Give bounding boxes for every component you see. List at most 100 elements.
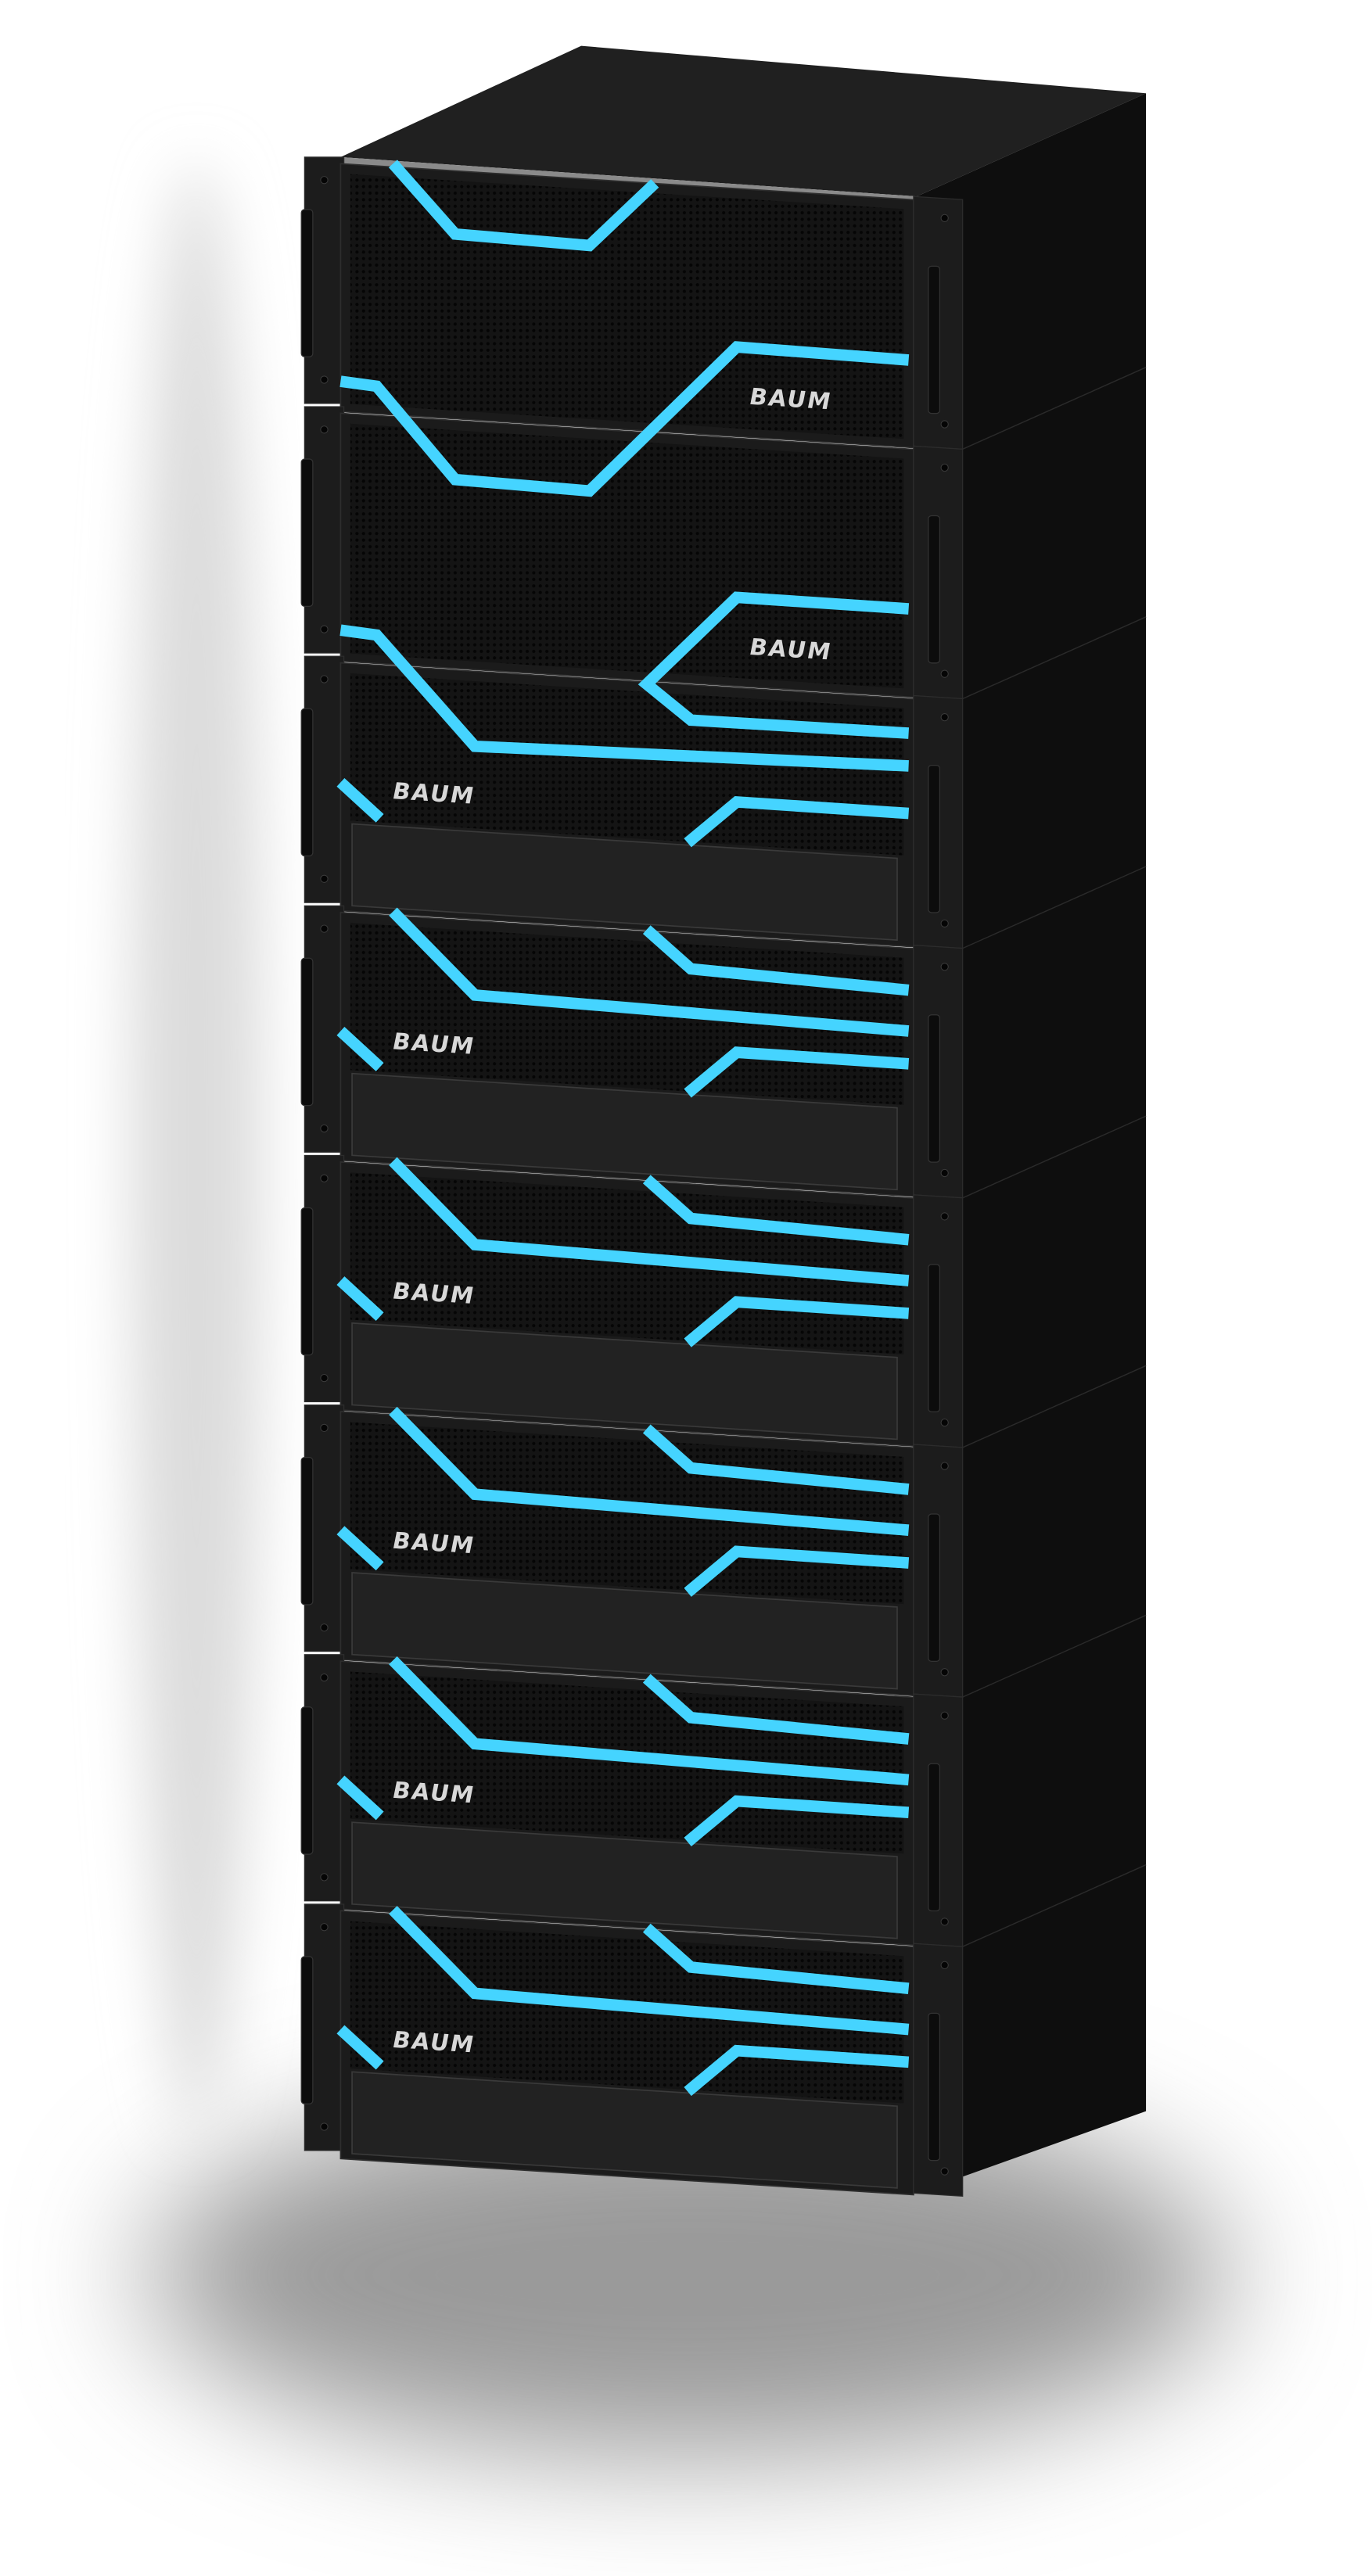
brand-logo: BAUM [393, 1278, 475, 1310]
screw-icon [940, 1961, 949, 1969]
accent-stripe [684, 795, 910, 848]
screw-icon [940, 463, 949, 472]
vent-grille [350, 423, 904, 689]
screw-icon [940, 1918, 949, 1926]
screw-icon [320, 625, 329, 633]
lower-bay-panel [351, 1572, 898, 1690]
brand-logo: BAUM [750, 383, 832, 415]
screw-icon [940, 1212, 949, 1221]
lower-bay-panel [351, 1072, 898, 1191]
brand-logo: BAUM [750, 633, 832, 666]
screw-icon [320, 1124, 329, 1133]
lower-bay-panel [351, 1821, 898, 1939]
accent-stripe [684, 1046, 910, 1098]
right-handle [928, 2012, 941, 2162]
rack-side-face [917, 93, 1147, 2194]
accent-stripes [336, 160, 910, 2097]
right-handle [928, 1763, 941, 1912]
brand-logo: BAUM [393, 1527, 475, 1559]
left-handle [300, 1956, 314, 2104]
screw-icon [940, 1711, 949, 1720]
accent-stripe [684, 2044, 910, 2097]
screw-icon [320, 1174, 329, 1182]
left-handle [300, 708, 314, 857]
side-seam-line [962, 1864, 1147, 1947]
screw-icon [940, 2167, 949, 2176]
screw-icon [320, 924, 329, 933]
brand-logo: BAUM [393, 777, 475, 809]
screw-icon [320, 425, 329, 434]
screw-icon [320, 2122, 329, 2131]
side-seam-line [962, 367, 1147, 450]
brand-logo: BAUM [393, 2026, 475, 2058]
accent-stripe [389, 907, 910, 1037]
right-handle [928, 1264, 941, 1412]
side-seam-line [962, 1365, 1147, 1448]
screw-icon [320, 1923, 329, 1932]
screw-icon [320, 1423, 329, 1433]
accent-stripe [389, 1656, 910, 1786]
accent-stripe [339, 341, 910, 497]
right-handle [928, 1014, 941, 1163]
left-handle [300, 209, 314, 357]
brand-logo: BAUM [393, 1777, 475, 1809]
accent-stripe [642, 1923, 910, 1994]
rack-top-face [340, 45, 1147, 197]
right-handle [928, 515, 941, 664]
screw-icon [940, 669, 949, 678]
rack-unit [300, 1654, 964, 1947]
accent-stripe [336, 1276, 384, 1322]
accent-stripe [684, 1545, 910, 1597]
screw-icon [320, 375, 329, 384]
accent-stripe [336, 777, 384, 823]
right-handle [928, 764, 941, 913]
screw-icon [940, 713, 949, 722]
right-handle [928, 1513, 941, 1663]
screw-icon [320, 874, 329, 883]
brand-logos: BAUM BAUM BAUM BAUM BAUM BAUM BAUM BAUM [393, 383, 831, 2058]
rack-units [300, 156, 964, 2197]
screw-icon [320, 675, 329, 683]
screw-icon [940, 1418, 949, 1427]
lower-bay-panel [351, 823, 898, 942]
side-seam-line [962, 616, 1147, 700]
screw-icon [940, 963, 949, 971]
accent-stripe [642, 1674, 910, 1745]
rack-unit [300, 655, 964, 949]
left-handle [300, 1207, 314, 1356]
lower-bay-panel [351, 2071, 898, 2189]
screw-icon [320, 1373, 329, 1383]
accent-stripe [339, 624, 909, 772]
accent-stripe [642, 1424, 910, 1495]
right-handle [928, 265, 941, 414]
side-seam-line [962, 1614, 1147, 1698]
accent-stripe [642, 925, 910, 996]
rack-unit [300, 905, 964, 1199]
screw-icon [940, 1462, 949, 1470]
brand-logo: BAUM [393, 1028, 475, 1060]
accent-stripe [336, 2025, 384, 2070]
accent-stripe [389, 1406, 910, 1537]
screw-icon [940, 919, 949, 927]
screw-icon [940, 1168, 949, 1178]
accent-stripe [336, 1027, 384, 1071]
rack-unit [300, 406, 964, 700]
left-handle [300, 458, 314, 607]
accent-stripe [638, 591, 910, 739]
side-seam-line [962, 866, 1147, 949]
lower-bay-panel [351, 1322, 898, 1440]
left-handle [300, 1456, 314, 1606]
screw-icon [320, 1673, 329, 1682]
accent-stripe [684, 1795, 910, 1847]
screw-icon [940, 420, 949, 429]
accent-stripe [388, 160, 659, 252]
vent-grille [350, 673, 904, 856]
accent-stripe [389, 1157, 910, 1286]
screw-icon [940, 213, 949, 222]
screw-icon [940, 1668, 949, 1677]
accent-stripe [336, 1775, 384, 1821]
accent-stripe [642, 1175, 910, 1246]
screw-icon [320, 1873, 329, 1882]
